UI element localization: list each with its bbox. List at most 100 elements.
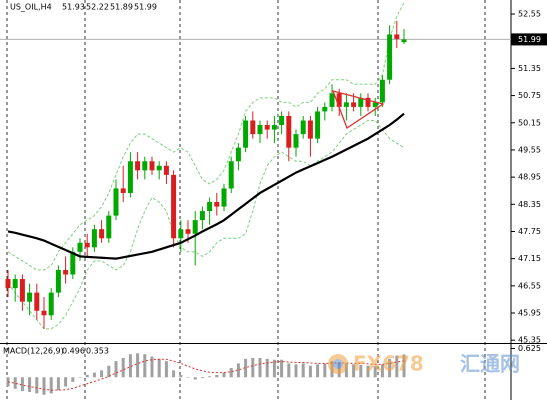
macd-bar xyxy=(366,365,370,378)
candle-body xyxy=(300,120,306,135)
candle-body xyxy=(243,120,249,148)
y-tick-label: 45.35 xyxy=(518,336,541,345)
current-price-box xyxy=(511,33,547,46)
candle-body xyxy=(235,147,241,162)
candle-body xyxy=(379,79,385,103)
candle-body xyxy=(365,97,371,107)
candle-body xyxy=(271,125,277,130)
candle-body xyxy=(214,202,220,207)
symbol: US_OIL,H4 xyxy=(10,3,52,12)
macd-bar xyxy=(251,357,255,378)
candle-body xyxy=(250,120,256,135)
macd-bar xyxy=(294,364,298,378)
macd-bar xyxy=(121,357,125,378)
y-tick-label: 47.15 xyxy=(518,254,541,263)
macd-bar xyxy=(200,377,204,379)
macd-bar xyxy=(42,377,46,395)
macd-bar xyxy=(222,372,226,378)
macd-value: 0.496 xyxy=(62,347,85,356)
macd-bar xyxy=(172,370,176,378)
candle-body xyxy=(257,125,263,135)
macd-bar xyxy=(20,377,24,392)
candle-body xyxy=(192,220,198,234)
macd-bar xyxy=(373,366,377,378)
candle-body xyxy=(264,125,270,130)
macd-bar xyxy=(13,377,17,389)
macd-bar xyxy=(265,358,269,378)
macd-bar xyxy=(100,370,104,378)
candle-body xyxy=(207,202,213,212)
y-tick-label: 48.95 xyxy=(518,173,541,182)
y-tick-label: 51.35 xyxy=(518,64,541,73)
y-tick-label: 48.35 xyxy=(518,200,541,209)
candle-body xyxy=(279,115,285,126)
macd-bar xyxy=(193,377,197,380)
candle-body xyxy=(63,269,69,275)
macd-bar xyxy=(107,365,111,378)
macd-bar xyxy=(395,355,399,378)
y-tick-label: 46.55 xyxy=(518,281,541,290)
macd-bar xyxy=(164,361,168,378)
watermark-brand: FX678 xyxy=(353,352,424,376)
candle-body xyxy=(55,269,61,293)
candle-body xyxy=(84,242,90,248)
candle-body xyxy=(27,292,33,302)
macd-bar xyxy=(229,368,233,378)
candle-body xyxy=(307,120,313,139)
macd-bar xyxy=(244,358,248,378)
candle-body xyxy=(329,93,335,107)
candle-body xyxy=(358,97,364,107)
candle-body xyxy=(106,215,112,239)
ohlc-open: 51.93 xyxy=(62,3,85,12)
current-price-label: 51.99 xyxy=(518,35,541,44)
ohlc-close: 51.99 xyxy=(134,3,157,12)
candle-body xyxy=(351,102,357,107)
candle-body xyxy=(135,161,141,171)
y-tick-label: 47.75 xyxy=(518,227,541,236)
candle-body xyxy=(120,188,126,193)
macd-bar xyxy=(308,365,312,378)
candle-body xyxy=(315,111,321,139)
macd-bar xyxy=(49,377,53,394)
macd-bar xyxy=(280,359,284,378)
macd-signal-value: 0.353 xyxy=(86,347,109,356)
watermark: FX678 汇通网 xyxy=(328,352,520,376)
macd-bar xyxy=(143,354,147,378)
macd-bar xyxy=(179,374,183,378)
macd-bar xyxy=(323,363,327,378)
pennant-pattern xyxy=(331,90,385,129)
candle-body xyxy=(156,165,162,171)
candle-body xyxy=(113,188,119,216)
macd-bar xyxy=(287,363,291,378)
candle-body xyxy=(12,279,18,289)
candle-body xyxy=(34,292,40,311)
candle-body xyxy=(70,251,76,275)
candle-body xyxy=(221,188,227,207)
macd-bar xyxy=(128,354,132,378)
upper-band xyxy=(7,2,405,271)
macd-bar xyxy=(352,364,356,378)
macd-bar xyxy=(136,353,140,378)
candle-body xyxy=(401,39,407,43)
candle-body xyxy=(199,211,205,221)
candle-body xyxy=(99,229,105,239)
y-tick-label: 52.55 xyxy=(518,10,541,19)
watermark-name: 汇通网 xyxy=(460,352,520,376)
macd-bar xyxy=(236,363,240,378)
macd-bar xyxy=(215,374,219,378)
y-tick-label: 0.625 xyxy=(518,344,541,353)
candle-body xyxy=(336,93,342,107)
candle-body xyxy=(343,102,349,107)
candle-body xyxy=(387,34,393,80)
macd-bar xyxy=(344,363,348,378)
macd-bar xyxy=(272,359,276,378)
macd-bar xyxy=(114,361,118,378)
macd-title: MACD(12,26,9) xyxy=(3,347,64,356)
candle-body xyxy=(178,229,184,239)
y-tick-label: 45.95 xyxy=(518,309,541,318)
macd-bar xyxy=(208,376,212,378)
macd-bar xyxy=(78,377,82,378)
candle-body xyxy=(127,161,133,193)
macd-bar xyxy=(150,356,154,378)
